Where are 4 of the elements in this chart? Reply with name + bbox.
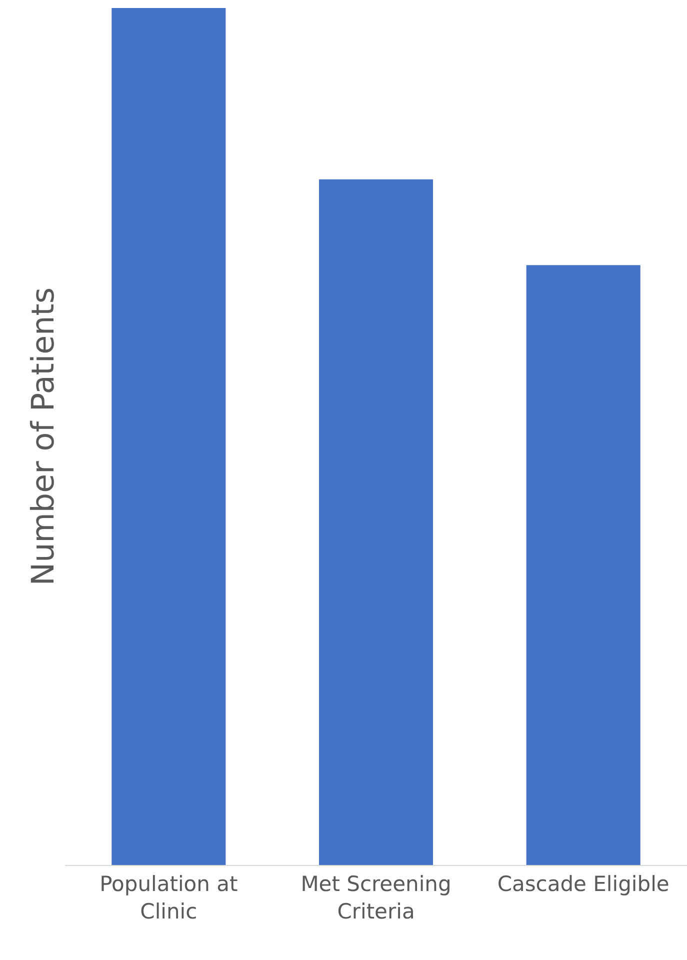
x-tick-label: Met Screening Criteria	[300, 872, 452, 924]
x-tick-label: Cascade Eligible	[497, 872, 670, 896]
y-axis-title: Number of Patients	[26, 287, 62, 586]
x-tick-label: Population at Clinic	[100, 872, 238, 924]
